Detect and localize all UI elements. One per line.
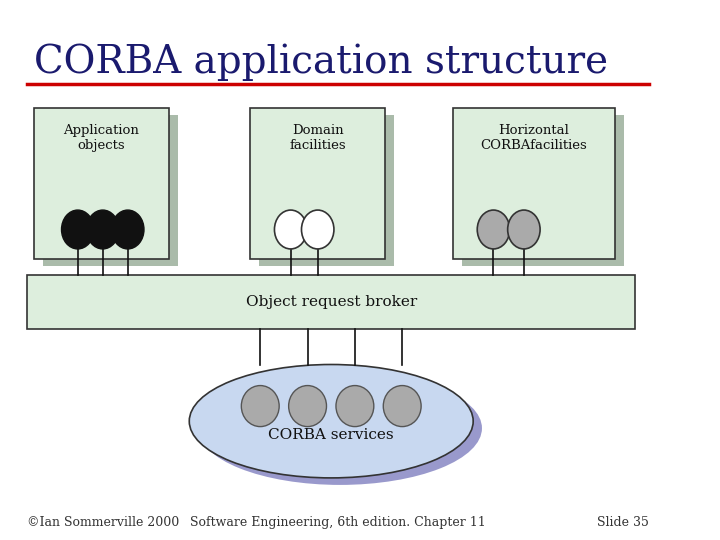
Ellipse shape bbox=[302, 210, 334, 249]
FancyBboxPatch shape bbox=[42, 115, 178, 266]
Ellipse shape bbox=[198, 372, 482, 485]
Text: Application
objects: Application objects bbox=[63, 124, 140, 152]
Ellipse shape bbox=[112, 210, 144, 249]
FancyBboxPatch shape bbox=[34, 108, 169, 259]
Ellipse shape bbox=[289, 386, 326, 427]
Ellipse shape bbox=[86, 210, 119, 249]
FancyBboxPatch shape bbox=[462, 115, 624, 266]
Text: Software Engineering, 6th edition. Chapter 11: Software Engineering, 6th edition. Chapt… bbox=[190, 516, 486, 529]
Ellipse shape bbox=[477, 210, 510, 249]
Text: Horizontal
CORBAfacilities: Horizontal CORBAfacilities bbox=[481, 124, 588, 152]
Ellipse shape bbox=[508, 210, 540, 249]
FancyBboxPatch shape bbox=[27, 275, 636, 329]
Text: CORBA services: CORBA services bbox=[269, 428, 394, 442]
Ellipse shape bbox=[61, 210, 94, 249]
Text: CORBA application structure: CORBA application structure bbox=[34, 43, 608, 80]
Ellipse shape bbox=[241, 386, 279, 427]
Text: Slide 35: Slide 35 bbox=[597, 516, 649, 529]
FancyBboxPatch shape bbox=[250, 108, 385, 259]
Text: Domain
facilities: Domain facilities bbox=[289, 124, 346, 152]
FancyBboxPatch shape bbox=[259, 115, 394, 266]
Ellipse shape bbox=[336, 386, 374, 427]
Ellipse shape bbox=[274, 210, 307, 249]
Text: Object request broker: Object request broker bbox=[246, 295, 417, 309]
Ellipse shape bbox=[383, 386, 421, 427]
Text: ©Ian Sommerville 2000: ©Ian Sommerville 2000 bbox=[27, 516, 179, 529]
FancyBboxPatch shape bbox=[453, 108, 615, 259]
Ellipse shape bbox=[189, 364, 473, 478]
